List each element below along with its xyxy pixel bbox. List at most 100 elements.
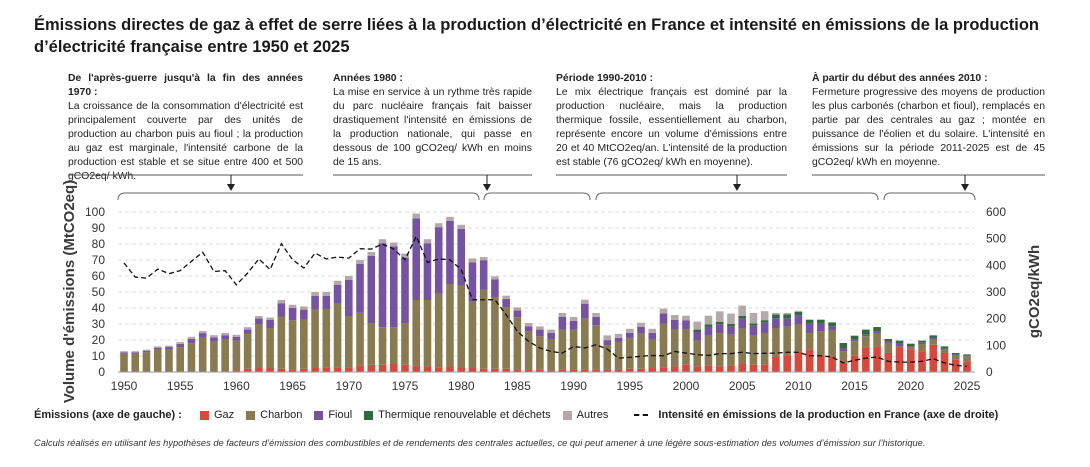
- bar-fioul: [569, 320, 578, 330]
- bar-gaz: [614, 369, 623, 372]
- bar-thermique: [783, 314, 791, 319]
- bar-fioul: [907, 346, 915, 348]
- bar-autres: [300, 306, 308, 310]
- bar-autres: [243, 327, 252, 330]
- bar-autres: [603, 335, 612, 341]
- bar-gaz: [536, 369, 544, 372]
- bar-gaz: [839, 363, 848, 372]
- bar-charbon: [558, 329, 567, 370]
- bar-gaz: [243, 368, 252, 372]
- bar-charbon: [659, 323, 668, 368]
- bar-autres: [581, 299, 589, 304]
- bar-fioul: [850, 339, 859, 342]
- bar-autres: [345, 276, 353, 280]
- bar-fioul: [817, 323, 825, 332]
- left-tick-label: 60: [92, 269, 106, 283]
- bar-thermique: [862, 329, 870, 335]
- bar-fioul: [626, 332, 634, 338]
- x-tick-label: 2020: [897, 379, 924, 393]
- bar-autres: [614, 333, 623, 338]
- bar-autres: [176, 342, 184, 344]
- bar-gaz: [884, 352, 893, 372]
- bar-charbon: [333, 303, 342, 368]
- bar-charbon: [817, 331, 825, 356]
- bar-charbon: [153, 349, 162, 372]
- bar-autres: [446, 216, 454, 221]
- bar-charbon: [300, 319, 308, 369]
- bar-thermique: [907, 343, 915, 347]
- bar-charbon: [873, 333, 881, 347]
- bar-charbon: [648, 339, 657, 368]
- bar-gaz: [749, 364, 758, 372]
- bar-fioul: [783, 318, 791, 327]
- bar-fioul: [187, 338, 196, 344]
- bar-gaz: [648, 368, 657, 372]
- right-tick-label: 200: [986, 312, 1006, 326]
- bar-gaz: [738, 364, 746, 372]
- bar-gaz: [232, 370, 241, 372]
- bar-autres: [637, 322, 645, 327]
- bar-fioul: [479, 260, 488, 290]
- bar-fioul: [300, 309, 308, 320]
- bar-gaz: [794, 351, 803, 372]
- bar-gaz: [300, 368, 308, 372]
- bar-charbon: [749, 335, 758, 365]
- bar-thermique: [873, 327, 881, 332]
- bar-charbon: [502, 307, 510, 369]
- bar-fioul: [682, 320, 690, 329]
- bar-autres: [131, 351, 140, 353]
- annotation-heading: À partir du début des années 2010 :: [812, 73, 988, 84]
- bar-autres: [491, 276, 499, 280]
- bar-thermique: [749, 323, 758, 326]
- bar-gaz: [288, 369, 297, 372]
- bar-charbon: [232, 340, 241, 371]
- bar-fioul: [862, 334, 870, 337]
- bar-autres: [412, 213, 421, 219]
- bar-fioul: [356, 264, 364, 313]
- bar-gaz: [277, 368, 286, 372]
- bar-gaz: [727, 365, 735, 372]
- x-tick-label: 2010: [785, 379, 812, 393]
- bar-gaz: [524, 369, 533, 372]
- bar-autres: [210, 335, 218, 338]
- bar-fioul: [738, 318, 746, 329]
- bar-charbon: [165, 349, 173, 372]
- legend-label: Autres: [576, 409, 609, 421]
- bar-gaz: [412, 365, 421, 372]
- bar-charbon: [895, 346, 904, 348]
- bar-autres: [311, 292, 319, 296]
- bar-autres: [165, 345, 173, 348]
- bar-autres: [682, 315, 690, 321]
- legend-line-label: Intensité en émissions de la production …: [658, 409, 999, 421]
- bar-thermique: [828, 322, 836, 327]
- bar-gaz: [311, 368, 319, 372]
- bar-charbon: [367, 323, 376, 365]
- bar-charbon: [783, 326, 791, 356]
- left-tick-label: 90: [92, 221, 106, 235]
- bar-charbon: [401, 323, 409, 365]
- bar-charbon: [356, 312, 364, 366]
- left-tick-label: 40: [92, 301, 106, 315]
- bar-charbon: [142, 352, 151, 372]
- bar-fioul: [389, 246, 398, 328]
- left-tick-label: 30: [92, 317, 106, 331]
- bar-fioul: [131, 352, 140, 354]
- legend-swatch: [364, 410, 374, 420]
- bar-gaz: [637, 368, 645, 372]
- left-tick-label: 80: [92, 237, 106, 251]
- bar-charbon: [243, 333, 252, 369]
- bar-charbon: [277, 316, 286, 369]
- bar-charbon: [389, 327, 398, 364]
- bar-autres: [524, 323, 533, 327]
- bar-gaz: [592, 369, 600, 372]
- bar-autres: [468, 258, 477, 263]
- bar-autres: [536, 326, 544, 330]
- bar-fioul: [198, 333, 207, 337]
- bar-autres: [626, 328, 634, 333]
- bar-gaz: [850, 355, 859, 372]
- bar-charbon: [772, 328, 780, 357]
- bar-thermique: [817, 319, 825, 324]
- bar-charbon: [345, 316, 353, 368]
- legend-item-gaz: Gaz: [194, 409, 234, 421]
- bar-gaz: [558, 369, 567, 372]
